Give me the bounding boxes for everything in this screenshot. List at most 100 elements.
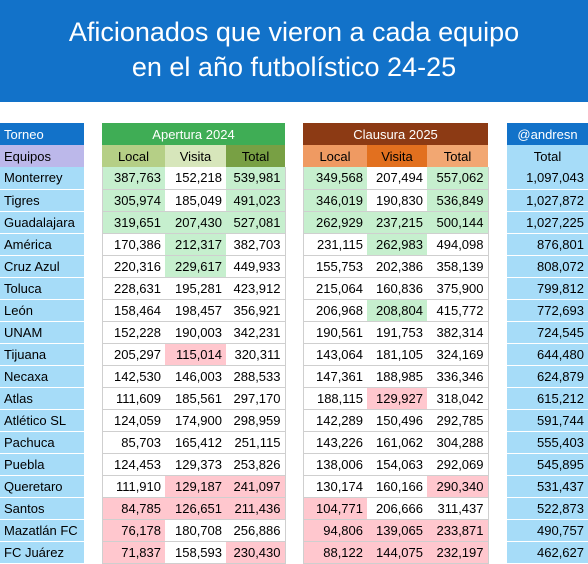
apertura-visita-cell: 126,651 xyxy=(165,497,226,520)
clausura-local-cell: 190,561 xyxy=(302,321,367,344)
grand-total-header: Total xyxy=(507,145,588,167)
team-name: Tigres xyxy=(0,189,84,212)
team-name: Atlético SL xyxy=(0,409,84,432)
grand-total-cell: 615,212 xyxy=(507,387,588,410)
title-line-1: Aficionados que vieron a cada equipo xyxy=(68,17,520,47)
grand-total-cell: 490,757 xyxy=(507,519,588,542)
clausura-total-cell: 375,900 xyxy=(427,277,489,300)
apertura-local-cell: 228,631 xyxy=(101,277,165,300)
clausura-local-cell: 143,226 xyxy=(302,431,367,454)
table-row: Monterrey 387,763 152,218 539,981 349,568 207… xyxy=(0,167,588,190)
apertura-local-cell: 142,530 xyxy=(101,365,165,388)
clausura-total-cell: 494,098 xyxy=(427,233,489,256)
team-name: Atlas xyxy=(0,387,84,410)
clausura-local-cell: 262,929 xyxy=(302,211,367,234)
clausura-visita-cell: 154,063 xyxy=(367,453,427,476)
team-name: América xyxy=(0,233,84,256)
apertura-total-cell: 297,170 xyxy=(226,387,286,410)
grand-total-cell: 531,437 xyxy=(507,475,588,498)
table-row: Queretaro 111,910 129,187 241,097 130,174 160… xyxy=(0,475,588,498)
apertura-local-cell: 170,386 xyxy=(101,233,165,256)
apertura-total-cell: 342,231 xyxy=(226,321,286,344)
apertura-visita-cell: 207,430 xyxy=(165,211,226,234)
clausura-visita-cell: 208,804 xyxy=(367,299,427,322)
clausura-header: Clausura 2025 xyxy=(303,123,488,145)
grand-total-cell: 724,545 xyxy=(507,321,588,344)
grand-total-cell: 522,873 xyxy=(507,497,588,520)
clausura-total-cell: 233,871 xyxy=(427,519,489,542)
clausura-local-header: Local xyxy=(303,145,367,167)
team-name: Tijuana xyxy=(0,343,84,366)
apertura-visita-cell: 174,900 xyxy=(165,409,226,432)
clausura-visita-cell: 207,494 xyxy=(367,167,427,190)
apertura-local-cell: 111,609 xyxy=(101,387,165,410)
clausura-visita-header: Visita xyxy=(367,145,427,167)
grand-total-cell: 1,027,225 xyxy=(507,211,588,234)
team-name: Monterrey xyxy=(0,167,84,190)
clausura-visita-cell: 202,386 xyxy=(367,255,427,278)
team-name: Cruz Azul xyxy=(0,255,84,278)
clausura-visita-cell: 160,836 xyxy=(367,277,427,300)
equipos-header: Equipos xyxy=(0,145,84,167)
team-name: Toluca xyxy=(0,277,84,300)
grand-total-cell: 799,812 xyxy=(507,277,588,300)
apertura-header: Apertura 2024 xyxy=(102,123,285,145)
apertura-total-cell: 288,533 xyxy=(226,365,286,388)
apertura-total-cell: 298,959 xyxy=(226,409,286,432)
table-row: Pachuca 85,703 165,412 251,115 143,226 161,06… xyxy=(0,431,588,454)
clausura-total-cell: 292,069 xyxy=(427,453,489,476)
apertura-total-cell: 356,921 xyxy=(226,299,286,322)
apertura-local-cell: 220,316 xyxy=(101,255,165,278)
table-row: Santos 84,785 126,651 211,436 104,771 206,666… xyxy=(0,497,588,520)
team-name: Puebla xyxy=(0,453,84,476)
apertura-total-cell: 423,912 xyxy=(226,277,286,300)
clausura-local-cell: 142,289 xyxy=(302,409,367,432)
grand-total-cell: 644,480 xyxy=(507,343,588,366)
apertura-total-cell: 382,703 xyxy=(226,233,286,256)
apertura-visita-cell: 152,218 xyxy=(165,167,226,190)
apertura-local-cell: 124,059 xyxy=(101,409,165,432)
clausura-total-cell: 232,197 xyxy=(427,541,489,564)
apertura-local-cell: 71,837 xyxy=(101,541,165,564)
table-row: FC Juárez 71,837 158,593 230,430 88,122 144,0… xyxy=(0,541,588,564)
table-row: Atlas 111,609 185,561 297,170 188,115 129,927… xyxy=(0,387,588,410)
apertura-local-header: Local xyxy=(102,145,165,167)
apertura-total-cell: 449,933 xyxy=(226,255,286,278)
clausura-visita-cell: 237,215 xyxy=(367,211,427,234)
attendance-table: Torneo Apertura 2024 Clausura 2025 @andr… xyxy=(0,123,588,564)
apertura-visita-cell: 190,003 xyxy=(165,321,226,344)
clausura-total-cell: 358,139 xyxy=(427,255,489,278)
clausura-local-cell: 143,064 xyxy=(302,343,367,366)
table-row: Mazatlán FC 76,178 180,708 256,886 94,806 139… xyxy=(0,519,588,542)
header-row-columns: Equipos Local Visita Total Local Visita … xyxy=(0,145,588,167)
apertura-total-cell: 230,430 xyxy=(226,541,286,564)
apertura-local-cell: 111,910 xyxy=(101,475,165,498)
clausura-visita-cell: 139,065 xyxy=(367,519,427,542)
clausura-total-header: Total xyxy=(427,145,488,167)
clausura-local-cell: 155,753 xyxy=(302,255,367,278)
apertura-total-cell: 527,081 xyxy=(226,211,286,234)
clausura-visita-cell: 160,166 xyxy=(367,475,427,498)
table-row: Cruz Azul 220,316 229,617 449,933 155,753 202… xyxy=(0,255,588,278)
grand-total-cell: 591,744 xyxy=(507,409,588,432)
apertura-visita-cell: 146,003 xyxy=(165,365,226,388)
team-name: Pachuca xyxy=(0,431,84,454)
clausura-total-cell: 500,144 xyxy=(427,211,489,234)
clausura-visita-cell: 190,830 xyxy=(367,189,427,212)
apertura-total-cell: 320,311 xyxy=(226,343,286,366)
clausura-local-cell: 94,806 xyxy=(302,519,367,542)
apertura-visita-cell: 185,049 xyxy=(165,189,226,212)
grand-total-cell: 808,072 xyxy=(507,255,588,278)
clausura-local-cell: 206,968 xyxy=(302,299,367,322)
table-row: Tijuana 205,297 115,014 320,311 143,064 181,1… xyxy=(0,343,588,366)
clausura-local-cell: 147,361 xyxy=(302,365,367,388)
clausura-total-cell: 311,437 xyxy=(427,497,489,520)
grand-total-cell: 772,693 xyxy=(507,299,588,322)
table-row: Atlético SL 124,059 174,900 298,959 142,289 1… xyxy=(0,409,588,432)
apertura-local-cell: 305,974 xyxy=(101,189,165,212)
clausura-visita-cell: 161,062 xyxy=(367,431,427,454)
clausura-visita-cell: 262,983 xyxy=(367,233,427,256)
clausura-local-cell: 104,771 xyxy=(302,497,367,520)
apertura-total-cell: 251,115 xyxy=(226,431,286,454)
team-name: FC Juárez xyxy=(0,541,84,564)
